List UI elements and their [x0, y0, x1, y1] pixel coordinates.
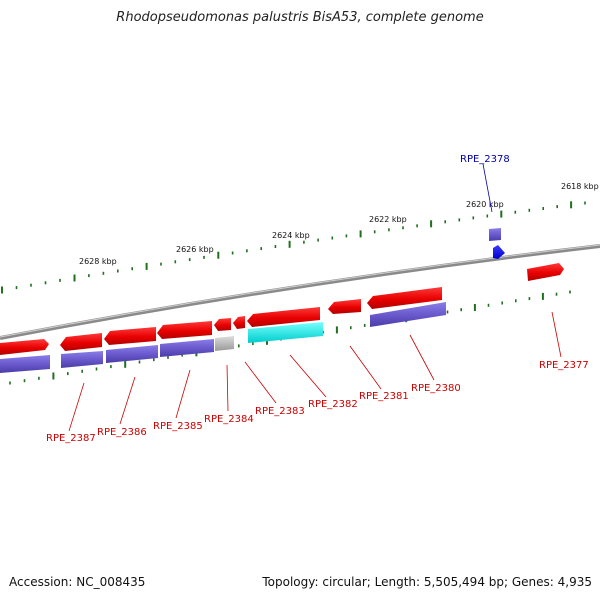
gene-label-rpe-2383[interactable]: RPE_2383: [255, 406, 305, 417]
leader-rpe-2387: [68, 382, 85, 432]
gene-leader-lines: [68, 163, 562, 432]
leader-rpe-2377: [551, 311, 562, 358]
gene-label-rpe-2382[interactable]: RPE_2382: [308, 399, 358, 410]
gene-bar-rpe-2383-cyan[interactable]: [248, 322, 323, 343]
leader-rpe-2385: [175, 369, 191, 419]
tick-label-2628-kbp: 2628 kbp: [79, 257, 117, 266]
accession-text: Accession: NC_008435: [9, 575, 146, 589]
gene-label-rpe-2378[interactable]: RPE_2378: [460, 154, 510, 165]
leader-rpe-2386: [119, 376, 136, 425]
gene-label-rpe-2387[interactable]: RPE_2387: [46, 433, 96, 444]
leader-rpe-2378: [482, 163, 493, 213]
gene-bar-rpe-2384-rev[interactable]: [160, 339, 214, 357]
forward-genes: [0, 263, 564, 355]
tick-labels: 2618 kbp 2620 kbp 2622 kbp 2624 kbp 2626 kbp…: [79, 182, 599, 266]
gene-arrow-rpe-2381-fwd[interactable]: [328, 299, 361, 314]
leader-rpe-2380: [409, 334, 435, 381]
reverse-genes: [0, 228, 505, 373]
tick-label-2624-kbp: 2624 kbp: [272, 231, 310, 240]
gene-arrow-rpe-2385-fwd[interactable]: [104, 327, 156, 345]
leader-rpe-2383: [244, 361, 277, 404]
gene-arrow-rpe-2386-fwd[interactable]: [60, 333, 102, 351]
gene-label-rpe-2384[interactable]: RPE_2384: [204, 414, 254, 425]
genome-backbone-highlight: [0, 244, 600, 338]
genome-backbone: [0, 244, 600, 340]
gene-bar-rpe-2378-rev[interactable]: [489, 228, 501, 241]
gene-arrow-rpe-2377-fwd[interactable]: [527, 263, 564, 281]
leader-rpe-2384: [226, 364, 229, 412]
gene-label-rpe-2380[interactable]: RPE_2380: [411, 383, 461, 394]
outer-tick-ring: [1, 201, 586, 294]
gene-arrow-rpe-2383b-fwd[interactable]: [233, 316, 245, 329]
gene-label-rpe-2377[interactable]: RPE_2377: [539, 360, 589, 371]
leader-rpe-2382: [289, 354, 327, 398]
gene-bar-rpe-2385-rev[interactable]: [106, 345, 158, 363]
tick-label-2626-kbp: 2626 kbp: [176, 245, 214, 254]
leader-rpe-2381: [349, 345, 382, 390]
tick-label-2622-kbp: 2622 kbp: [369, 215, 407, 224]
gene-arrow-rpe-2382-fwd[interactable]: [247, 307, 320, 327]
tick-label-2620-kbp: 2620 kbp: [466, 200, 504, 209]
gene-arrow-rpe-2384-fwd[interactable]: [157, 321, 212, 339]
gene-arrow-rpe-2380-fwd[interactable]: [367, 287, 442, 309]
gene-labels: RPE_2378 RPE_2377 RPE_2380 RPE_2381 RPE_…: [46, 154, 589, 444]
gene-bar-rpe-2387-rev[interactable]: [0, 355, 50, 373]
gene-arrow-rpe-2383a-fwd[interactable]: [214, 318, 231, 331]
gene-arrow-rpe-2387-fwd[interactable]: [0, 339, 49, 355]
gene-label-rpe-2381[interactable]: RPE_2381: [359, 391, 409, 402]
gene-bar-rpe-2380-rev[interactable]: [370, 302, 446, 327]
gene-label-rpe-2385[interactable]: RPE_2385: [153, 421, 203, 432]
gene-bar-rpe-2386-rev[interactable]: [61, 351, 103, 368]
genome-stats-text: Topology: circular; Length: 5,505,494 bp…: [262, 575, 592, 589]
tick-label-2618-kbp: 2618 kbp: [561, 182, 599, 191]
gene-arrow-rpe-2378-highlight[interactable]: [493, 245, 505, 259]
map-title: Rhodopseudomonas palustris BisA53, compl…: [116, 10, 484, 25]
gene-label-rpe-2386[interactable]: RPE_2386: [97, 427, 147, 438]
gene-bar-rpe-2384-gray[interactable]: [215, 336, 234, 351]
